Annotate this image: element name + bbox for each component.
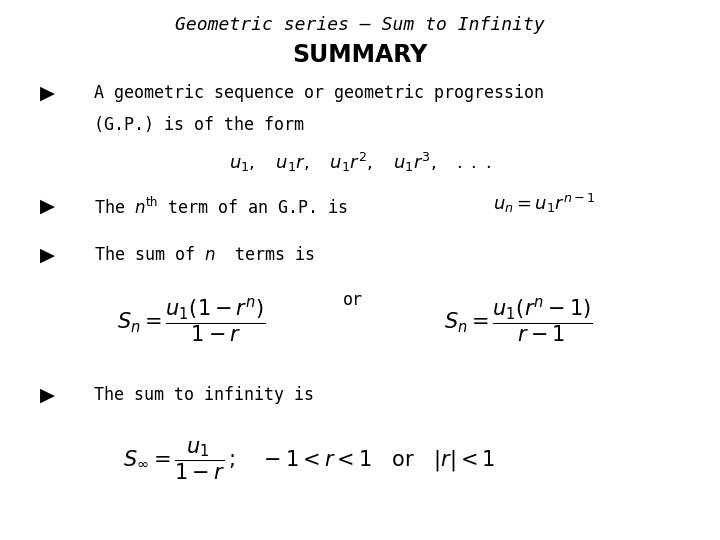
Text: $\blacktriangleright$: $\blacktriangleright$ xyxy=(37,84,57,103)
Text: The sum to infinity is: The sum to infinity is xyxy=(94,386,314,404)
Text: $S_n = \dfrac{u_1\left(1 - r^n\right)}{1 - r}$: $S_n = \dfrac{u_1\left(1 - r^n\right)}{1… xyxy=(117,297,265,345)
Text: Geometric series – Sum to Infinity: Geometric series – Sum to Infinity xyxy=(175,16,545,34)
Text: SUMMARY: SUMMARY xyxy=(292,43,428,67)
Text: $\blacktriangleright$: $\blacktriangleright$ xyxy=(37,246,57,265)
Text: $\blacktriangleright$: $\blacktriangleright$ xyxy=(37,197,57,216)
Text: $\blacktriangleright$: $\blacktriangleright$ xyxy=(37,386,57,405)
Text: $S_n = \dfrac{u_1\left(r^n - 1\right)}{r - 1}$: $S_n = \dfrac{u_1\left(r^n - 1\right)}{r… xyxy=(444,297,593,345)
Text: (G.P.) is of the form: (G.P.) is of the form xyxy=(94,116,304,134)
Text: $S_\infty = \dfrac{u_1}{1 - r}\,;\quad -1 < r < 1\quad \mathrm{or}\quad |r| < 1$: $S_\infty = \dfrac{u_1}{1 - r}\,;\quad -… xyxy=(123,440,496,482)
Text: The $n^{\rm th}$ term of an G.P. is: The $n^{\rm th}$ term of an G.P. is xyxy=(94,197,348,218)
Text: $u_n = u_1 r^{n-1}$: $u_n = u_1 r^{n-1}$ xyxy=(493,192,595,215)
Text: or: or xyxy=(343,291,363,308)
Text: The sum of $n$  terms is: The sum of $n$ terms is xyxy=(94,246,315,264)
Text: $u_1, \quad u_1r, \quad u_1r^2, \quad u_1r^3, \quad .\;.\;.$: $u_1, \quad u_1r, \quad u_1r^2, \quad u_… xyxy=(229,151,491,174)
Text: A geometric sequence or geometric progression: A geometric sequence or geometric progre… xyxy=(94,84,544,102)
